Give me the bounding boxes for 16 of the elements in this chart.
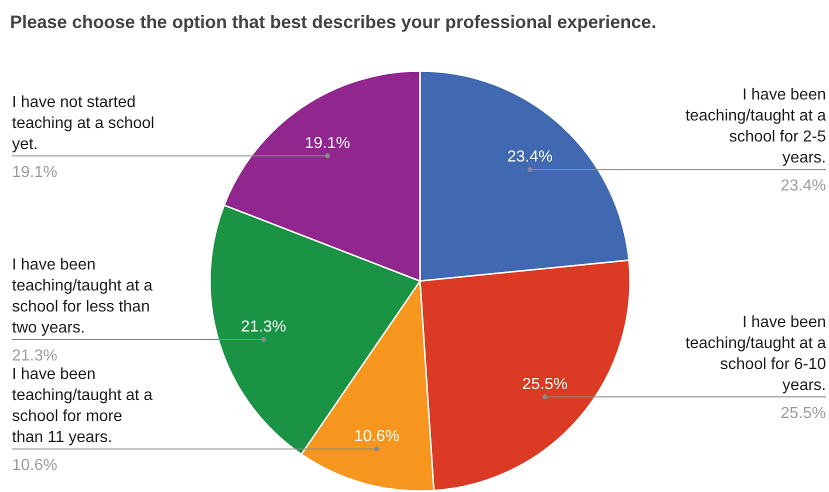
text: 21.3% bbox=[240, 318, 286, 336]
slice-label: I have been teaching/taught at a school for 2-5 years. bbox=[685, 86, 826, 167]
text: 19.1% bbox=[304, 134, 350, 152]
slice-label: I have been teaching/taught at a school for less than two years. bbox=[12, 256, 153, 336]
slice-label: I have been teaching/taught at a school for 6-10 years. bbox=[685, 314, 826, 394]
data-label: 23.4% bbox=[780, 178, 826, 195]
data-label: 25.5% bbox=[780, 404, 826, 422]
data-label: 19.1% bbox=[12, 164, 58, 181]
text: 10.6% bbox=[354, 428, 400, 445]
slice-label: I have been teaching/taught at a school for more than 11 years. bbox=[12, 366, 153, 446]
text: 23.4% bbox=[507, 148, 553, 166]
slice-label: I have not started teaching at a school yet. bbox=[12, 94, 154, 153]
data-label: 10.6% bbox=[12, 456, 58, 474]
text: 25.5% bbox=[522, 376, 568, 393]
data-label: 21.3% bbox=[12, 347, 58, 364]
chart-title: Please choose the option that best describes your professional experience. bbox=[10, 12, 656, 32]
